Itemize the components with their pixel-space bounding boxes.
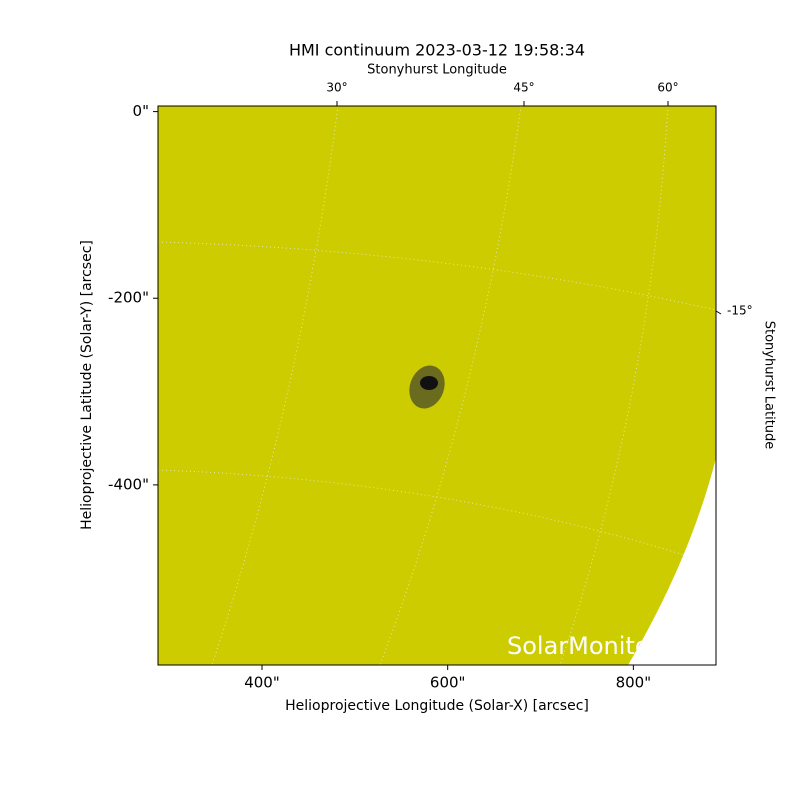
y-label: Helioprojective Latitude (Solar-Y) [arcs… — [79, 240, 95, 530]
x-tick-label: 600" — [430, 674, 466, 692]
y2-tick — [715, 310, 722, 315]
off-limb — [628, 458, 716, 665]
image-features: SolarMonitor — [158, 106, 716, 665]
y-tick-label: -200" — [108, 289, 149, 307]
axes-frame — [157, 105, 717, 666]
chart-title: HMI continuum 2023-03-12 19:58:34 — [289, 41, 585, 60]
y2-label: Stonyhurst Latitude — [762, 321, 777, 450]
y-tick-label: 0" — [133, 102, 149, 120]
x2-tick-label: 30° — [326, 81, 347, 95]
y-tick-label: -400" — [108, 475, 149, 493]
x-tick-label: 400" — [244, 674, 280, 692]
y2-tick-label: -15° — [727, 304, 753, 318]
x-label: Helioprojective Longitude (Solar-X) [arc… — [285, 698, 589, 714]
x-tick-label: 800" — [616, 674, 652, 692]
coordinate-grid — [158, 106, 716, 665]
sunspot-umbra — [420, 376, 438, 390]
x2-tick-label: 60° — [657, 81, 678, 95]
x2-label: Stonyhurst Longitude — [367, 63, 507, 78]
x2-tick-label: 45° — [513, 81, 534, 95]
